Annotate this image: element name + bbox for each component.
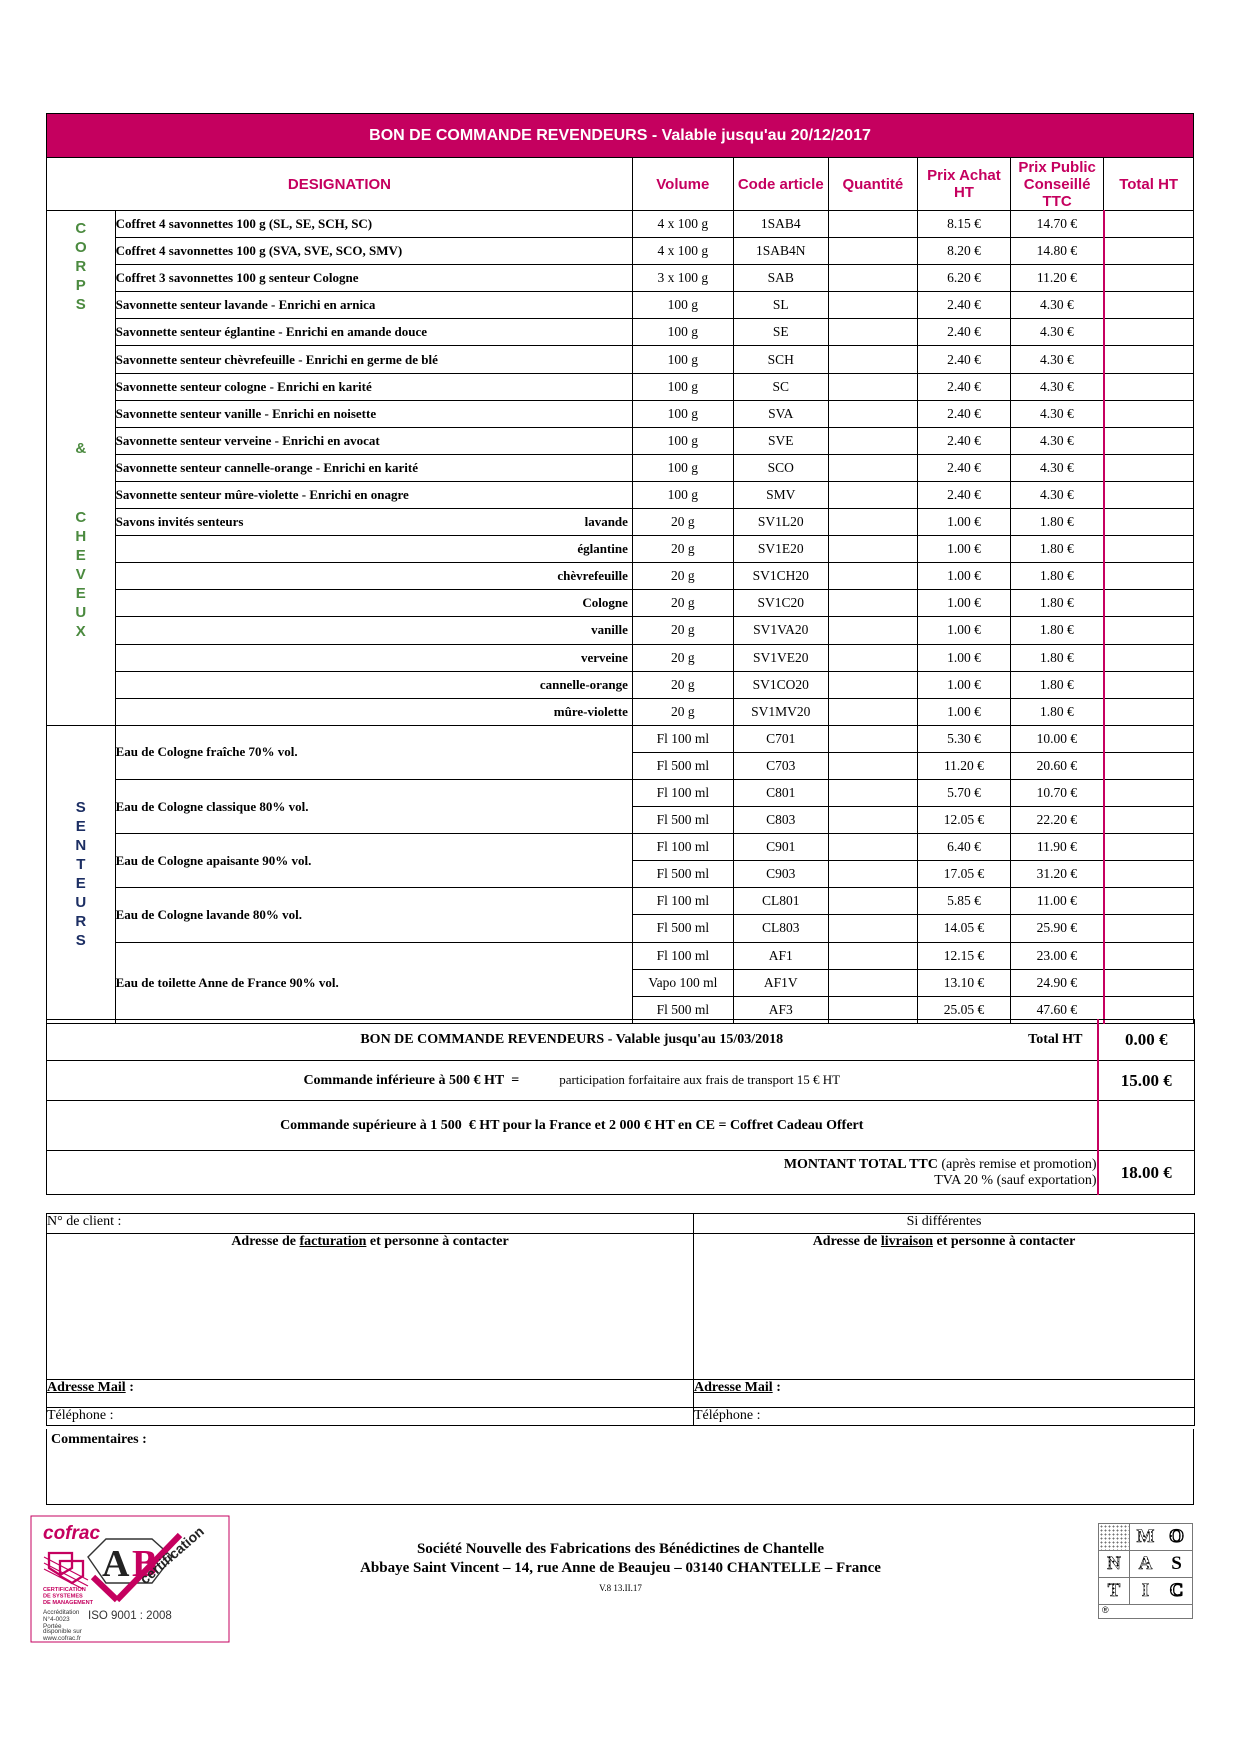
svg-text:N°4-0023: N°4-0023 — [43, 1615, 70, 1623]
svg-text:Accréditation: Accréditation — [43, 1609, 80, 1616]
svg-text:DE SYSTEMES: DE SYSTEMES — [43, 1594, 83, 1600]
svg-text:cofrac: cofrac — [43, 1523, 100, 1544]
svg-text:CERTIFICATION: CERTIFICATION — [43, 1587, 86, 1593]
svg-text:ISO 9001 : 2008: ISO 9001 : 2008 — [88, 1610, 172, 1622]
svg-text:A: A — [102, 1543, 130, 1585]
svg-text:DE MANAGEMENT: DE MANAGEMENT — [43, 1600, 94, 1606]
